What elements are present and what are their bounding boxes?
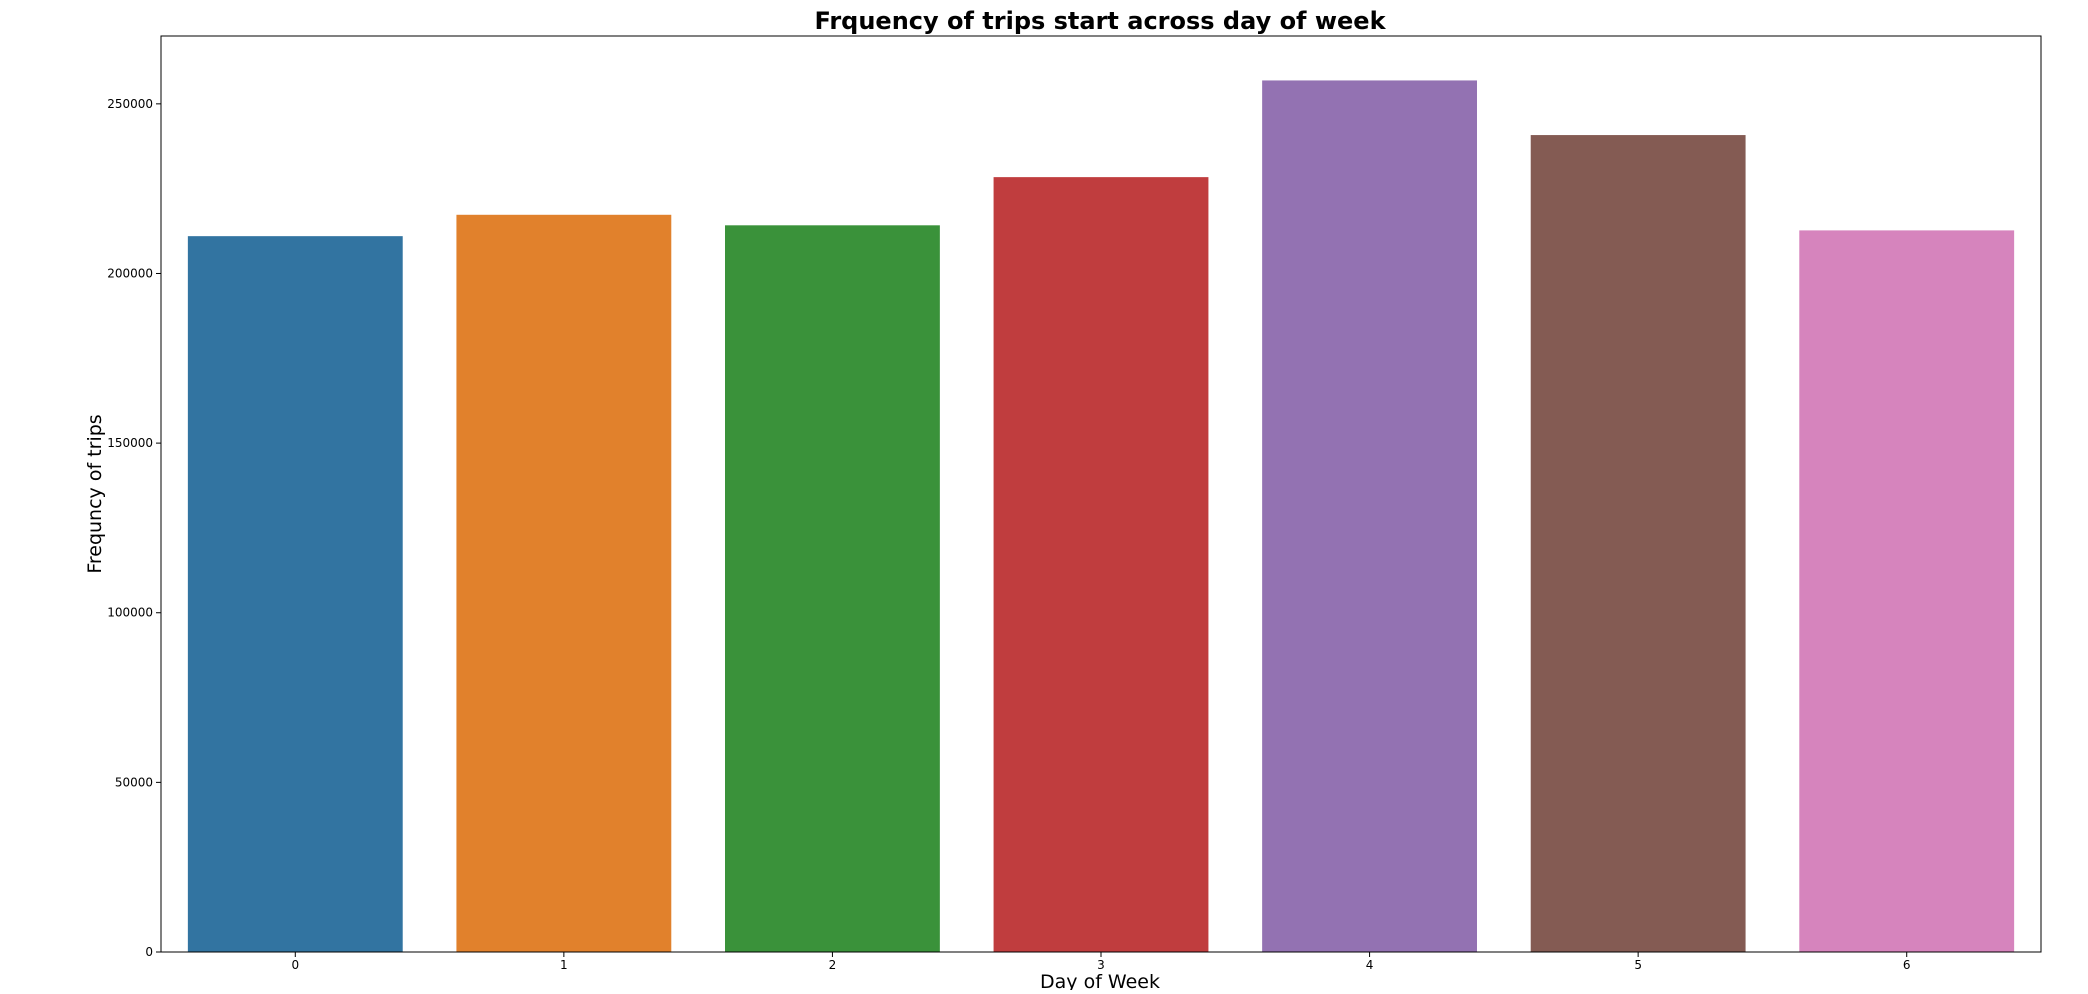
bar-day-6 (1799, 230, 2015, 952)
x-tick-label: 1 (560, 958, 568, 972)
y-tick-label: 0 (145, 945, 153, 959)
bar-day-2 (725, 225, 940, 953)
y-tick-label: 250000 (107, 97, 153, 111)
bar-day-0 (187, 236, 403, 952)
x-tick-label: 2 (829, 958, 837, 972)
y-tick-label: 100000 (107, 606, 153, 620)
x-tick-label: 5 (1634, 958, 1642, 972)
bar-day-4 (1262, 80, 1477, 952)
x-tick-label: 6 (1903, 958, 1911, 972)
bar-day-3 (993, 177, 1209, 953)
x-tick-label: 4 (1366, 958, 1374, 972)
bar-day-5 (1530, 135, 1746, 952)
y-tick-label: 200000 (107, 266, 153, 280)
ticks-layer: 0 1 2 3 4 5 6 0 50000 100000 150000 200000 250000 (107, 97, 1910, 972)
plot-frame (160, 35, 2042, 953)
y-axis-label: Frequncy of trips (84, 414, 106, 573)
x-tick-label: 0 (291, 958, 299, 972)
y-tick-label: 50000 (115, 775, 153, 789)
bar-day-1 (456, 214, 672, 953)
y-tick-label: 150000 (107, 436, 153, 450)
x-tick-label: 3 (1097, 958, 1105, 972)
chart-title: Frquency of trips start across day of we… (814, 7, 1386, 35)
x-axis-label: Day of Week (1040, 971, 1160, 990)
bars-layer (187, 80, 2015, 953)
